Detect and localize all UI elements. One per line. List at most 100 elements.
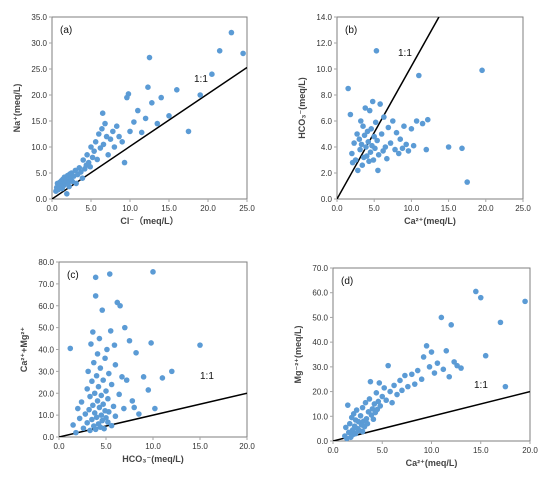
data-point: [366, 158, 372, 165]
data-point: [91, 148, 97, 154]
data-point: [105, 395, 111, 402]
y-axis-label: Mg⁻²⁺(meq/L): [293, 326, 303, 384]
data-point: [154, 120, 161, 127]
panel-label: (b): [345, 25, 357, 36]
data-point: [362, 105, 369, 111]
data-point: [477, 294, 484, 301]
data-point: [356, 136, 363, 142]
data-point: [393, 129, 400, 136]
ratio-line: [337, 17, 440, 199]
data-point: [413, 118, 420, 124]
data-point: [158, 94, 164, 101]
data-point: [105, 419, 111, 425]
data-point: [352, 157, 359, 163]
data-point: [135, 107, 141, 114]
data-point: [344, 402, 351, 408]
ratio-line-label: 1:1: [194, 74, 208, 85]
data-point: [372, 145, 378, 152]
data-point: [423, 343, 430, 349]
y-tick-label: 10.0: [316, 65, 332, 74]
x-axis-label: HCO₃⁻(meq/L): [122, 454, 183, 464]
y-tick-label: 0.0: [43, 433, 55, 442]
data-point: [145, 387, 152, 393]
y-tick-label: 10.0: [38, 411, 54, 420]
data-point: [373, 48, 380, 54]
data-point: [110, 403, 117, 410]
y-tick-label: 70.0: [312, 264, 328, 273]
data-point: [424, 116, 431, 123]
data-point: [93, 414, 100, 421]
data-point: [100, 141, 107, 148]
y-tick-label: 15.0: [31, 117, 47, 126]
x-tick-label: 15.0: [161, 204, 177, 213]
data-point: [411, 381, 418, 387]
data-point: [89, 416, 95, 423]
data-point: [66, 183, 72, 190]
data-point: [347, 111, 354, 118]
data-point: [357, 146, 363, 153]
data-point: [401, 123, 407, 129]
data-point: [402, 372, 408, 379]
data-point: [86, 406, 92, 413]
data-point: [394, 391, 400, 398]
data-point: [367, 378, 374, 385]
data-point: [99, 307, 106, 313]
plot-frame: [51, 16, 248, 200]
data-point: [479, 67, 485, 74]
data-point: [113, 123, 120, 129]
data-point: [391, 382, 397, 389]
data-point: [362, 399, 369, 406]
data-point: [103, 388, 109, 394]
data-point: [363, 153, 370, 159]
data-point: [378, 131, 385, 137]
data-point: [383, 397, 389, 404]
y-tick-label: 0.0: [317, 437, 329, 446]
data-point: [379, 393, 386, 400]
data-point: [125, 91, 132, 97]
data-point: [80, 425, 87, 432]
data-point: [87, 163, 94, 170]
y-tick-label: 25.0: [31, 65, 47, 74]
data-point: [98, 392, 105, 399]
data-point: [131, 119, 137, 125]
data-point: [103, 414, 109, 421]
data-point: [111, 144, 118, 150]
data-point: [352, 430, 359, 437]
data-point: [85, 368, 91, 375]
data-point: [110, 128, 116, 135]
chart-panel-2: 0.0 5.0 10.0 15.0 20.0 25.0 0.0 2.0 4.0 6.0 8.0 10.…: [297, 13, 531, 226]
data-point: [346, 420, 353, 427]
data-point: [502, 383, 509, 390]
data-point: [73, 180, 79, 187]
y-tick-label: 60.0: [38, 302, 54, 311]
data-point: [357, 412, 364, 419]
y-tick-label: 50.0: [312, 313, 328, 322]
x-tick-label: 20.0: [200, 204, 216, 213]
data-point: [133, 349, 139, 356]
data-point: [375, 398, 382, 405]
data-point: [104, 346, 110, 353]
data-point: [166, 113, 172, 119]
x-tick-label: 0.0: [327, 446, 339, 455]
chart-panel-4: 0.0 5.0 10.0 15.0 20.0 0.0 10.0 20.0 30.0 40.0 50.…: [293, 264, 538, 468]
x-tick-label: 0.0: [53, 442, 65, 451]
data-point: [395, 150, 402, 157]
data-point: [131, 404, 137, 411]
y-tick-label: 20.0: [38, 389, 54, 398]
data-point: [87, 393, 93, 400]
data-point: [146, 54, 153, 61]
y-tick-label: 20.0: [31, 91, 47, 100]
data-point: [375, 152, 382, 158]
data-point: [418, 376, 425, 383]
data-point: [370, 416, 377, 423]
data-point: [228, 29, 235, 36]
data-point: [112, 362, 119, 368]
data-point: [426, 364, 433, 370]
x-tick-label: 20.0: [522, 446, 538, 455]
data-point: [108, 381, 115, 388]
data-point: [365, 139, 372, 145]
data-point: [76, 415, 83, 422]
data-point: [440, 366, 447, 373]
data-point: [361, 132, 368, 139]
